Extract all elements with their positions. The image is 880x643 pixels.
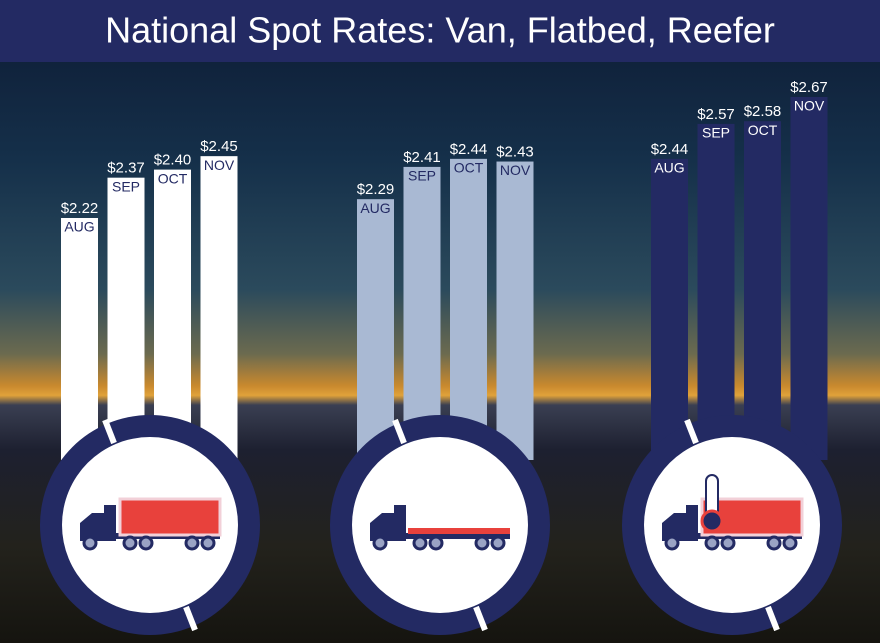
value-label: $2.43: [496, 144, 534, 161]
category-label: OCT: [158, 170, 188, 186]
icons: [40, 415, 842, 635]
bars: $2.22AUG$2.37SEP$2.40OCT$2.45NOV$2.29AUG…: [61, 79, 828, 461]
wheel: [372, 535, 388, 551]
thermometer-bulb: [700, 509, 724, 533]
category-label: OCT: [454, 160, 484, 176]
trailer: [118, 497, 222, 537]
value-label: $2.58: [744, 103, 782, 120]
value-label: $2.40: [154, 152, 192, 169]
bar: [357, 199, 394, 460]
ring-gap: [684, 418, 699, 445]
truck-frame: [406, 533, 510, 539]
bar: [697, 123, 735, 460]
wheel: [474, 535, 490, 551]
category-label: AUG: [360, 200, 390, 216]
title-bar: [0, 0, 880, 62]
category-label: SEP: [408, 168, 436, 184]
bar: [200, 156, 238, 460]
value-label: $2.67: [790, 79, 828, 96]
bar: [61, 218, 98, 460]
wheel: [720, 535, 736, 551]
wheel: [200, 535, 216, 551]
ring-gap: [183, 605, 198, 632]
truck-cab: [662, 505, 698, 541]
ring-gap: [392, 418, 407, 445]
value-label: $2.29: [357, 181, 395, 198]
category-label: NOV: [204, 157, 235, 173]
category-label: NOV: [500, 162, 531, 178]
bar: [790, 97, 828, 460]
value-label: $2.45: [200, 138, 238, 155]
value-label: $2.22: [61, 200, 99, 217]
bar: [496, 161, 534, 461]
ring-inner: [352, 437, 528, 613]
category-label: SEP: [112, 178, 140, 194]
truck-cab: [80, 505, 116, 541]
wheel: [122, 535, 138, 551]
wheel: [138, 535, 154, 551]
flatbed: [408, 528, 510, 534]
category-label: AUG: [64, 219, 94, 235]
value-label: $2.44: [651, 141, 689, 158]
wheel: [704, 535, 720, 551]
value-label: $2.37: [107, 160, 145, 177]
bar: [107, 177, 145, 460]
bar: [651, 158, 688, 460]
chart-title: National Spot Rates: Van, Flatbed, Reefe…: [105, 10, 775, 51]
bar: [154, 169, 191, 460]
wheel: [490, 535, 506, 551]
wheel: [664, 535, 680, 551]
bar: [744, 121, 781, 460]
value-label: $2.44: [450, 141, 488, 158]
category-label: SEP: [702, 125, 730, 141]
ring-gap: [473, 605, 488, 632]
wheel: [766, 535, 782, 551]
category-label: AUG: [654, 160, 684, 176]
ring-gap: [765, 605, 780, 632]
wheel: [184, 535, 200, 551]
bar: [450, 158, 487, 460]
wheel: [782, 535, 798, 551]
value-label: $2.57: [697, 106, 735, 123]
value-label: $2.41: [403, 149, 441, 166]
wheel: [82, 535, 98, 551]
category-label: NOV: [794, 98, 825, 114]
ring-gap: [102, 418, 117, 445]
bar: [403, 166, 441, 460]
category-label: OCT: [748, 122, 778, 138]
truck-cab: [370, 505, 406, 541]
wheel: [428, 535, 444, 551]
wheel: [412, 535, 428, 551]
